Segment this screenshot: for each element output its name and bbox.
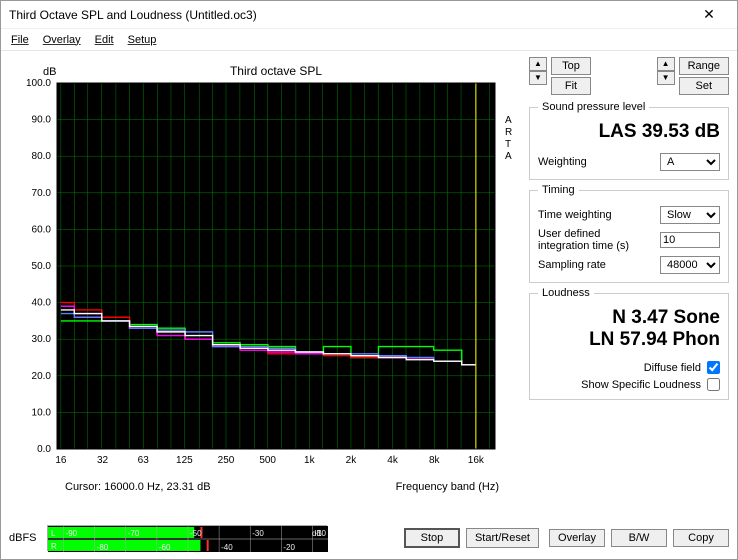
x-axis-label: Frequency band (Hz)	[396, 481, 499, 493]
weighting-select[interactable]: A	[660, 153, 720, 171]
svg-text:A: A	[505, 115, 512, 126]
stop-button[interactable]: Stop	[404, 528, 460, 548]
diffuse-checkbox[interactable]	[707, 361, 720, 374]
svg-text:10.0: 10.0	[32, 407, 52, 418]
range-spinner[interactable]: ▲▼	[657, 57, 675, 95]
samplingrate-select[interactable]: 48000	[660, 256, 720, 274]
svg-text:4k: 4k	[387, 455, 399, 466]
svg-text:-40: -40	[221, 543, 233, 552]
set-button[interactable]: Set	[679, 77, 729, 95]
top-button[interactable]: Top	[551, 57, 591, 75]
timeweighting-select[interactable]: Slow	[660, 206, 720, 224]
cursor-readout: Cursor: 16000.0 Hz, 23.31 dB Frequency b…	[9, 477, 523, 495]
svg-text:-80: -80	[96, 543, 108, 552]
svg-text:20.0: 20.0	[32, 371, 52, 382]
chevron-down-icon: ▼	[657, 71, 675, 85]
fit-button[interactable]: Fit	[551, 77, 591, 95]
svg-text:500: 500	[259, 455, 276, 466]
svg-text:0.0: 0.0	[37, 444, 51, 455]
svg-text:Third octave SPL: Third octave SPL	[230, 64, 322, 78]
level-meter: -90-80-70-60-50-40-30-20-10dBLR	[47, 525, 327, 551]
integration-label: User defined integration time (s)	[538, 228, 654, 252]
svg-text:A: A	[505, 151, 512, 162]
timing-group: Timing Time weighting Slow User defined …	[529, 184, 729, 283]
svg-text:40.0: 40.0	[32, 298, 52, 309]
svg-text:T: T	[505, 139, 511, 150]
loudness-legend: Loudness	[538, 287, 594, 299]
timing-legend: Timing	[538, 184, 579, 196]
svg-text:R: R	[51, 542, 57, 551]
svg-text:70.0: 70.0	[32, 188, 52, 199]
spl-legend: Sound pressure level	[538, 101, 649, 113]
dbfs-label: dBFS	[9, 532, 37, 544]
svg-text:32: 32	[97, 455, 109, 466]
chevron-up-icon: ▲	[529, 57, 547, 71]
svg-text:dB: dB	[312, 529, 322, 538]
titlebar: Third Octave SPL and Loudness (Untitled.…	[1, 1, 737, 29]
svg-text:60.0: 60.0	[32, 224, 52, 235]
svg-text:90.0: 90.0	[32, 115, 52, 126]
chevron-up-icon: ▲	[657, 57, 675, 71]
copy-button[interactable]: Copy	[673, 529, 729, 547]
svg-text:2k: 2k	[346, 455, 358, 466]
svg-text:dB: dB	[43, 66, 56, 78]
menu-edit[interactable]: Edit	[95, 34, 114, 46]
svg-text:80.0: 80.0	[32, 151, 52, 162]
svg-text:-60: -60	[158, 543, 170, 552]
svg-text:L: L	[51, 529, 56, 538]
cursor-value: 16000.0 Hz, 23.31 dB	[104, 481, 210, 493]
svg-text:100.0: 100.0	[26, 78, 51, 89]
menu-setup[interactable]: Setup	[128, 34, 157, 46]
loudness-group: Loudness N 3.47 Sone LN 57.94 Phon Diffu…	[529, 287, 729, 400]
spl-chart: 0.0 10.0 20.0 30.0 40.0 50.0 60.0 70.0 80.0 90.0 1…	[9, 57, 515, 477]
svg-text:-90: -90	[65, 529, 77, 538]
integration-input[interactable]	[660, 232, 720, 248]
samplingrate-label: Sampling rate	[538, 259, 654, 271]
svg-text:-30: -30	[252, 529, 264, 538]
app-window: Third Octave SPL and Loudness (Untitled.…	[0, 0, 738, 560]
svg-text:-50: -50	[190, 529, 202, 538]
svg-text:8k: 8k	[429, 455, 441, 466]
reset-button[interactable]: Start/Reset	[466, 528, 539, 548]
footer: dBFS -90-80-70-60-50-40-30-20-10dBLR Sto…	[1, 521, 737, 559]
y-top-spinner[interactable]: ▲▼	[529, 57, 547, 95]
svg-text:50.0: 50.0	[32, 261, 52, 272]
spl-value: LAS 39.53 dB	[538, 119, 720, 149]
overlay-button[interactable]: Overlay	[549, 529, 605, 547]
menubar: File Overlay Edit Setup	[1, 29, 737, 51]
svg-text:R: R	[505, 127, 512, 138]
loudness-phon: LN 57.94 Phon	[538, 329, 720, 357]
svg-text:-70: -70	[127, 529, 139, 538]
svg-text:63: 63	[138, 455, 150, 466]
chart-area: 0.0 10.0 20.0 30.0 40.0 50.0 60.0 70.0 80.0 90.0 1…	[9, 57, 523, 477]
svg-text:16k: 16k	[468, 455, 485, 466]
bw-button[interactable]: B/W	[611, 529, 667, 547]
timeweighting-label: Time weighting	[538, 209, 654, 221]
menu-overlay[interactable]: Overlay	[43, 34, 81, 46]
window-title: Third Octave SPL and Loudness (Untitled.…	[9, 8, 689, 22]
svg-text:125: 125	[176, 455, 193, 466]
svg-text:16: 16	[55, 455, 67, 466]
range-button[interactable]: Range	[679, 57, 729, 75]
cursor-label: Cursor:	[65, 481, 101, 493]
svg-text:250: 250	[218, 455, 235, 466]
spl-group: Sound pressure level LAS 39.53 dB Weight…	[529, 101, 729, 180]
chevron-down-icon: ▼	[529, 71, 547, 85]
view-controls: ▲▼ Top Fit ▲▼ Range Set	[529, 57, 729, 95]
diffuse-label: Diffuse field	[644, 362, 701, 374]
svg-text:30.0: 30.0	[32, 334, 52, 345]
loudness-sone: N 3.47 Sone	[538, 305, 720, 329]
ssl-label: Show Specific Loudness	[581, 379, 701, 391]
ssl-checkbox[interactable]	[707, 378, 720, 391]
svg-text:-20: -20	[283, 543, 295, 552]
weighting-label: Weighting	[538, 156, 654, 168]
menu-file[interactable]: File	[11, 34, 29, 46]
close-icon[interactable]: ✕	[689, 6, 729, 23]
svg-text:1k: 1k	[304, 455, 316, 466]
